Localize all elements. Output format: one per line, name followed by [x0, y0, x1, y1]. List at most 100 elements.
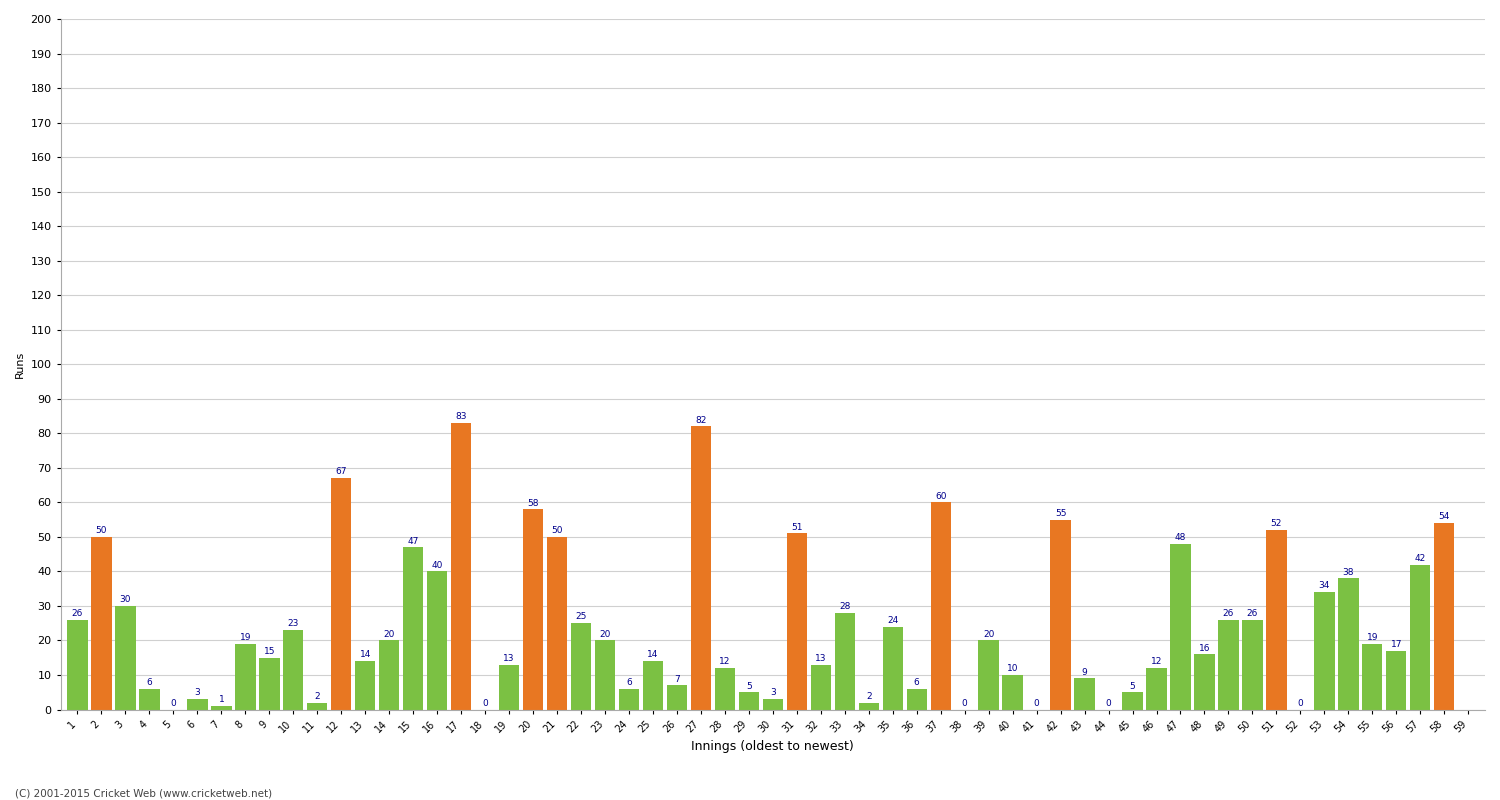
Text: 47: 47 — [408, 537, 419, 546]
Text: 28: 28 — [839, 602, 850, 611]
Text: 2: 2 — [315, 692, 320, 701]
Text: 9: 9 — [1082, 668, 1088, 677]
Text: 51: 51 — [790, 522, 802, 532]
Bar — [404, 547, 423, 710]
Bar — [1314, 592, 1335, 710]
Bar — [738, 692, 759, 710]
Bar — [1434, 523, 1455, 710]
Text: 54: 54 — [1438, 512, 1450, 522]
Bar — [1002, 675, 1023, 710]
Bar — [1410, 565, 1431, 710]
Bar — [834, 613, 855, 710]
Bar — [930, 502, 951, 710]
Text: 0: 0 — [962, 698, 968, 708]
Bar — [1266, 530, 1287, 710]
Bar — [1050, 520, 1071, 710]
Text: 12: 12 — [718, 658, 730, 666]
Bar — [236, 644, 255, 710]
Text: 0: 0 — [482, 698, 488, 708]
Text: 58: 58 — [528, 498, 538, 507]
Bar — [1074, 678, 1095, 710]
Bar — [211, 706, 231, 710]
Text: 26: 26 — [1246, 609, 1258, 618]
Text: 13: 13 — [504, 654, 515, 663]
Text: 55: 55 — [1054, 509, 1066, 518]
Text: 0: 0 — [1298, 698, 1304, 708]
Bar — [762, 699, 783, 710]
Text: 0: 0 — [1034, 698, 1040, 708]
Bar — [116, 606, 135, 710]
Bar — [596, 641, 615, 710]
Text: 10: 10 — [1007, 664, 1019, 674]
Bar — [68, 620, 87, 710]
Bar — [260, 658, 279, 710]
Text: 50: 50 — [96, 526, 106, 535]
Bar — [140, 689, 159, 710]
Text: 23: 23 — [288, 619, 298, 628]
Bar — [1386, 651, 1407, 710]
Text: 60: 60 — [934, 492, 946, 501]
Text: 30: 30 — [120, 595, 130, 604]
Bar — [308, 702, 327, 710]
Text: 83: 83 — [456, 412, 466, 422]
Bar — [1194, 654, 1215, 710]
Text: 20: 20 — [982, 630, 994, 638]
Bar — [572, 623, 591, 710]
Text: 3: 3 — [195, 689, 201, 698]
Text: 7: 7 — [674, 674, 680, 684]
Text: 6: 6 — [147, 678, 153, 687]
Bar — [1146, 668, 1167, 710]
Text: 40: 40 — [432, 561, 442, 570]
Text: 14: 14 — [360, 650, 370, 659]
Bar — [356, 661, 375, 710]
Text: 20: 20 — [600, 630, 610, 638]
Text: 20: 20 — [384, 630, 394, 638]
Text: 25: 25 — [576, 613, 586, 622]
Bar — [188, 699, 207, 710]
Bar — [427, 571, 447, 710]
Bar — [882, 626, 903, 710]
Bar — [668, 686, 687, 710]
Text: 6: 6 — [914, 678, 920, 687]
Text: 5: 5 — [1130, 682, 1136, 690]
Text: 50: 50 — [552, 526, 562, 535]
Text: 19: 19 — [240, 633, 250, 642]
Text: 52: 52 — [1270, 519, 1282, 528]
Text: 14: 14 — [648, 650, 658, 659]
Text: 17: 17 — [1390, 640, 1402, 649]
Bar — [620, 689, 639, 710]
Bar — [500, 665, 519, 710]
Bar — [380, 641, 399, 710]
Text: 67: 67 — [336, 467, 346, 477]
Text: 13: 13 — [815, 654, 827, 663]
Text: 19: 19 — [1366, 633, 1378, 642]
Bar — [524, 510, 543, 710]
Text: 15: 15 — [264, 647, 274, 656]
Text: 1: 1 — [219, 695, 224, 704]
Bar — [810, 665, 831, 710]
Bar — [452, 423, 471, 710]
Bar — [690, 426, 711, 710]
Y-axis label: Runs: Runs — [15, 350, 26, 378]
Bar — [1122, 692, 1143, 710]
Text: 6: 6 — [626, 678, 632, 687]
Bar — [1170, 544, 1191, 710]
Bar — [1362, 644, 1383, 710]
Bar — [1242, 620, 1263, 710]
Bar — [1218, 620, 1239, 710]
Text: 42: 42 — [1414, 554, 1426, 562]
Bar — [548, 537, 567, 710]
Bar — [906, 689, 927, 710]
Text: 3: 3 — [770, 689, 776, 698]
Text: 0: 0 — [1106, 698, 1112, 708]
Bar — [92, 537, 111, 710]
Text: 48: 48 — [1174, 533, 1186, 542]
Text: 5: 5 — [746, 682, 752, 690]
Text: 16: 16 — [1198, 643, 1210, 653]
Bar — [978, 641, 999, 710]
Text: 34: 34 — [1318, 582, 1330, 590]
Bar — [284, 630, 303, 710]
Bar — [858, 702, 879, 710]
Bar — [644, 661, 663, 710]
Text: (C) 2001-2015 Cricket Web (www.cricketweb.net): (C) 2001-2015 Cricket Web (www.cricketwe… — [15, 788, 272, 798]
